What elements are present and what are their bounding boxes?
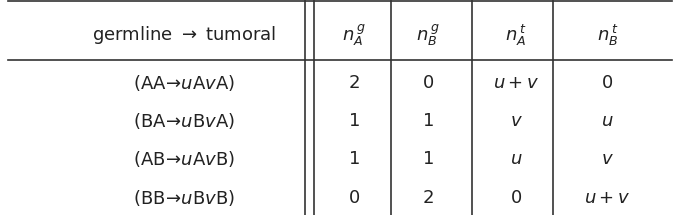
Text: $u + v$: $u + v$ [584,189,630,207]
Text: $v$: $v$ [509,112,522,130]
Text: $1$: $1$ [422,150,434,169]
Text: $n^{\,g}_{B}$: $n^{\,g}_{B}$ [416,23,440,48]
Text: $u$: $u$ [510,150,522,169]
Text: $1$: $1$ [347,112,360,130]
Text: $n^{\,g}_{A}$: $n^{\,g}_{A}$ [341,23,365,48]
Text: $1$: $1$ [422,112,434,130]
Text: $(\mathrm{BB}\!\rightarrow\! u\mathrm{B}v\mathrm{B})$: $(\mathrm{BB}\!\rightarrow\! u\mathrm{B}… [133,188,235,208]
Text: $2$: $2$ [347,74,360,92]
Text: $n^{\,t}_{A}$: $n^{\,t}_{A}$ [505,23,527,48]
Text: $u$: $u$ [601,112,614,130]
Text: $2$: $2$ [422,189,434,207]
Text: $n^{\,t}_{B}$: $n^{\,t}_{B}$ [596,23,618,48]
Text: $(\mathrm{BA}\!\rightarrow\! u\mathrm{B}v\mathrm{A})$: $(\mathrm{BA}\!\rightarrow\! u\mathrm{B}… [133,111,235,131]
Text: $0$: $0$ [602,74,613,92]
Text: $1$: $1$ [347,150,360,169]
Text: $u + v$: $u + v$ [493,74,539,92]
Text: $0$: $0$ [422,74,434,92]
Text: $0$: $0$ [510,189,522,207]
Text: $(\mathrm{AA}\!\rightarrow\! u\mathrm{A}v\mathrm{A})$: $(\mathrm{AA}\!\rightarrow\! u\mathrm{A}… [133,73,235,93]
Text: $v$: $v$ [601,150,614,169]
Text: $(\mathrm{AB}\!\rightarrow\! u\mathrm{A}v\mathrm{B})$: $(\mathrm{AB}\!\rightarrow\! u\mathrm{A}… [133,149,235,169]
Text: $0$: $0$ [347,189,360,207]
Text: germline $\rightarrow$ tumoral: germline $\rightarrow$ tumoral [92,24,276,46]
